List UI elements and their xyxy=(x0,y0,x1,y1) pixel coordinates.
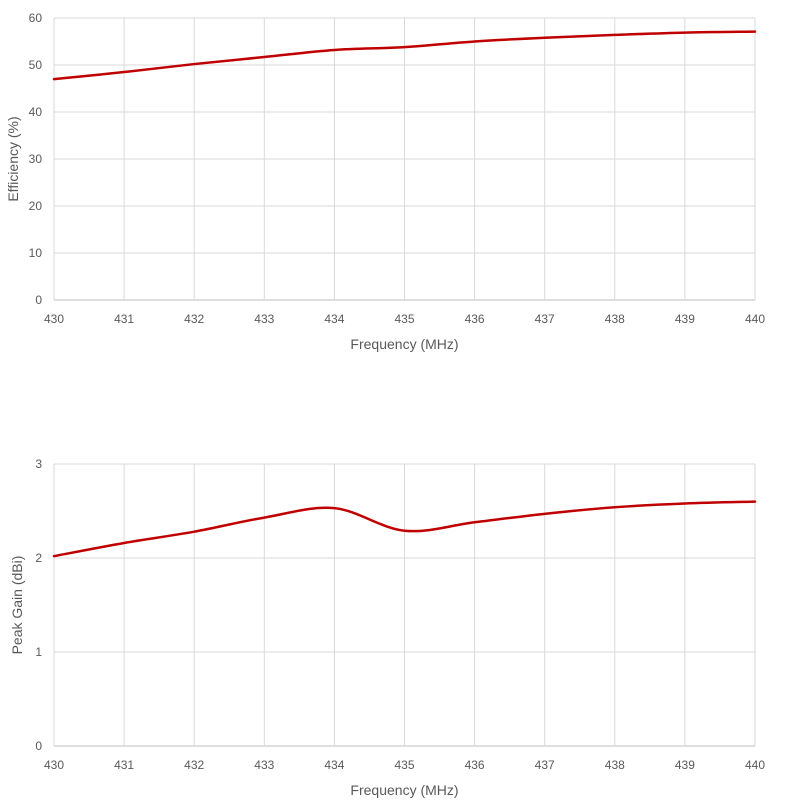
x-tick-label: 437 xyxy=(535,312,555,326)
y-axis-title: Peak Gain (dBi) xyxy=(9,556,25,655)
x-tick-label: 435 xyxy=(394,758,414,772)
y-tick-label: 50 xyxy=(29,58,43,72)
x-tick-label: 430 xyxy=(44,758,64,772)
x-tick-label: 440 xyxy=(745,312,765,326)
y-tick-label: 60 xyxy=(29,11,43,25)
x-tick-label: 430 xyxy=(44,312,64,326)
x-tick-label: 439 xyxy=(675,758,695,772)
efficiency-chart: 0 10 20 30 40 50 60 430 431 432 433 434 435 436 437 438… xyxy=(5,11,765,352)
y-axis-title: Efficiency (%) xyxy=(5,116,21,201)
x-tick-label: 434 xyxy=(324,312,344,326)
x-tick-label: 432 xyxy=(184,758,204,772)
peak-gain-series-line xyxy=(52,500,757,558)
y-tick-label: 30 xyxy=(29,152,43,166)
x-tick-label: 438 xyxy=(605,312,625,326)
x-tick-label: 435 xyxy=(394,312,414,326)
x-tick-label: 439 xyxy=(675,312,695,326)
x-tick-label: 431 xyxy=(114,758,134,772)
x-axis-title: Frequency (MHz) xyxy=(350,782,458,798)
x-tick-label: 431 xyxy=(114,312,134,326)
y-tick-label: 3 xyxy=(35,457,42,471)
x-tick-label: 434 xyxy=(324,758,344,772)
y-tick-label: 40 xyxy=(29,105,43,119)
y-tick-label: 0 xyxy=(35,739,42,753)
x-axis-title: Frequency (MHz) xyxy=(350,336,458,352)
x-tick-label: 433 xyxy=(254,758,274,772)
y-tick-label: 2 xyxy=(35,551,42,565)
y-tick-label: 1 xyxy=(35,645,42,659)
peak-gain-chart: 0 1 2 3 430 431 432 433 434 435 436 437 438 439 440 Fre… xyxy=(9,457,765,798)
y-tick-label: 0 xyxy=(35,293,42,307)
x-tick-label: 436 xyxy=(465,312,485,326)
x-tick-label: 436 xyxy=(465,758,485,772)
x-tick-label: 440 xyxy=(745,758,765,772)
x-tick-label: 433 xyxy=(254,312,274,326)
y-tick-label: 10 xyxy=(29,246,43,260)
x-tick-label: 437 xyxy=(535,758,555,772)
efficiency-series-line xyxy=(52,30,757,81)
x-tick-label: 432 xyxy=(184,312,204,326)
x-tick-label: 438 xyxy=(605,758,625,772)
y-tick-label: 20 xyxy=(29,199,43,213)
